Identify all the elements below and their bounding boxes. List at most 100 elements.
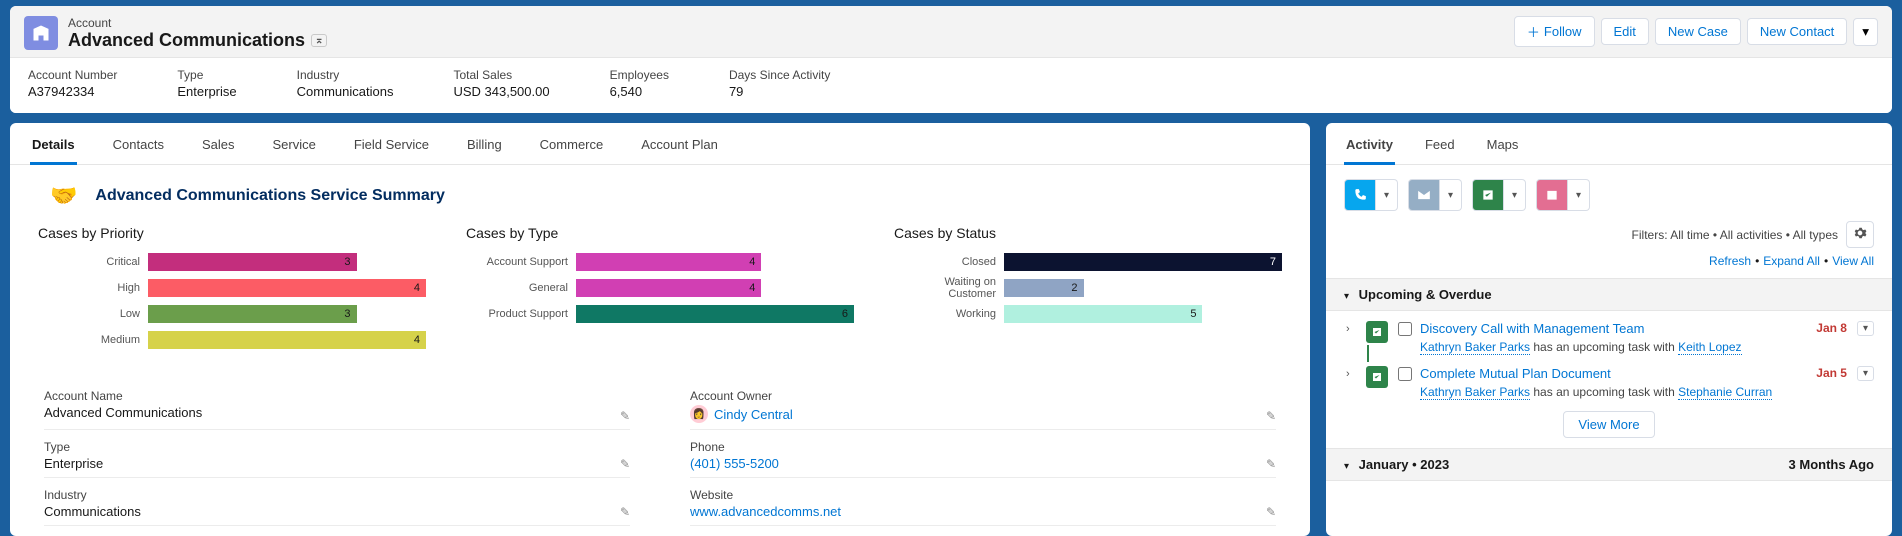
new-task-button[interactable]: [1472, 179, 1504, 211]
task-title-link[interactable]: Discovery Call with Management Team: [1420, 321, 1644, 336]
new-contact-button[interactable]: New Contact: [1747, 18, 1847, 45]
highlight-field: Days Since Activity79: [729, 68, 830, 99]
task-title-link[interactable]: Complete Mutual Plan Document: [1420, 366, 1611, 381]
field-label: Account Name: [44, 389, 630, 403]
field-value[interactable]: (401) 555-5200: [690, 456, 1276, 471]
field-value[interactable]: 👩Cindy Central: [690, 405, 1276, 423]
task-menu-button[interactable]: ▾: [1857, 321, 1874, 336]
record-tabs: Details Contacts Sales Service Field Service…: [10, 123, 1310, 165]
highlight-value: Communications: [297, 84, 394, 99]
chart-priority-title: Cases by Priority: [38, 225, 426, 241]
tab-account-plan[interactable]: Account Plan: [639, 123, 720, 164]
record-header-card: Account Advanced Communications ⌅ ＋ Foll…: [10, 6, 1892, 113]
bar-fill: 5: [1004, 305, 1202, 323]
bar-track: 5: [1004, 305, 1282, 323]
bar-category: Low: [38, 308, 148, 320]
edit-field-icon[interactable]: ✎: [1266, 457, 1276, 471]
new-case-button[interactable]: New Case: [1655, 18, 1741, 45]
bar-category: Account Support: [466, 256, 576, 268]
month-section-header[interactable]: ▾ January • 2023 3 Months Ago: [1326, 448, 1892, 481]
detail-field: IndustryCommunications✎: [44, 484, 630, 526]
task-owner-link[interactable]: Kathryn Baker Parks: [1420, 385, 1530, 400]
expand-task-icon[interactable]: ›: [1346, 366, 1356, 380]
tab-contacts[interactable]: Contacts: [111, 123, 166, 164]
bar-category: General: [466, 282, 576, 294]
tab-field-service[interactable]: Field Service: [352, 123, 431, 164]
bar-track: 4: [576, 279, 854, 297]
activity-tabs: Activity Feed Maps: [1326, 123, 1892, 165]
log-call-button[interactable]: [1344, 179, 1376, 211]
detail-field: Account Owner👩Cindy Central✎: [690, 385, 1276, 430]
new-event-button[interactable]: [1536, 179, 1568, 211]
chart-type: Cases by Type Account Support4General4Pr…: [466, 225, 854, 355]
edit-field-icon[interactable]: ✎: [1266, 409, 1276, 423]
bar-category: Working: [894, 308, 1004, 320]
task-checkbox[interactable]: [1398, 322, 1412, 336]
bar-category: Waiting on Customer: [894, 276, 1004, 300]
follow-button[interactable]: ＋ Follow: [1514, 16, 1595, 47]
chevron-down-icon: ▾: [1344, 461, 1349, 472]
email-caret[interactable]: ▾: [1440, 179, 1462, 211]
activity-tab-activity[interactable]: Activity: [1344, 123, 1395, 164]
bar-category: Medium: [38, 334, 148, 346]
header-actions: ＋ Follow Edit New Case New Contact ▾: [1514, 16, 1878, 47]
detail-field: TypeEnterprise✎: [44, 436, 630, 478]
email-button[interactable]: [1408, 179, 1440, 211]
detail-field: Websitewww.advancedcomms.net✎: [690, 484, 1276, 526]
bar-category: Product Support: [466, 308, 576, 320]
handshake-icon: 🤝: [50, 183, 77, 209]
record-header: Account Advanced Communications ⌅ ＋ Foll…: [10, 6, 1892, 58]
detail-field: Account NameAdvanced Communications✎: [44, 385, 630, 430]
more-actions-button[interactable]: ▾: [1853, 18, 1878, 46]
hierarchy-icon[interactable]: ⌅: [311, 34, 327, 47]
month-label: January • 2023: [1359, 457, 1450, 472]
task-menu-button[interactable]: ▾: [1857, 366, 1874, 381]
task-checkbox[interactable]: [1398, 367, 1412, 381]
refresh-link[interactable]: Refresh: [1709, 254, 1751, 268]
bar-category: High: [38, 282, 148, 294]
record-name-text: Advanced Communications: [68, 30, 305, 51]
task-owner-link[interactable]: Kathryn Baker Parks: [1420, 340, 1530, 355]
tab-details[interactable]: Details: [30, 123, 77, 164]
view-all-link[interactable]: View All: [1832, 254, 1874, 268]
body-split: Details Contacts Sales Service Field Service…: [10, 123, 1892, 536]
chart-bar-row: Medium4: [38, 329, 426, 351]
expand-all-link[interactable]: Expand All: [1763, 254, 1820, 268]
highlights-panel: Account NumberA37942334TypeEnterpriseInd…: [10, 58, 1892, 113]
task-with-link[interactable]: Keith Lopez: [1678, 340, 1741, 355]
tab-billing[interactable]: Billing: [465, 123, 504, 164]
log-call-caret[interactable]: ▾: [1376, 179, 1398, 211]
activity-tab-maps[interactable]: Maps: [1485, 123, 1521, 164]
highlight-label: Account Number: [28, 68, 117, 82]
filter-summary: Filters: All time • All activities • All…: [1632, 228, 1838, 242]
bar-fill: 3: [148, 253, 357, 271]
edit-field-icon[interactable]: ✎: [620, 457, 630, 471]
filter-settings-button[interactable]: [1846, 221, 1874, 248]
new-task-caret[interactable]: ▾: [1504, 179, 1526, 211]
expand-task-icon[interactable]: ›: [1346, 321, 1356, 335]
bar-fill: 2: [1004, 279, 1084, 297]
tab-sales[interactable]: Sales: [200, 123, 237, 164]
view-more-button[interactable]: View More: [1563, 411, 1654, 438]
upcoming-section-header[interactable]: ▾ Upcoming & Overdue: [1326, 278, 1892, 311]
chart-priority: Cases by Priority Critical3High4Low3Medi…: [38, 225, 426, 355]
record-name: Advanced Communications ⌅: [68, 30, 327, 51]
bar-fill: 6: [576, 305, 854, 323]
view-more-row: View More: [1326, 401, 1892, 448]
activity-tab-feed[interactable]: Feed: [1423, 123, 1457, 164]
plus-icon: ＋: [1527, 22, 1540, 41]
edit-field-icon[interactable]: ✎: [620, 409, 630, 423]
bar-fill: 4: [148, 331, 426, 349]
task-with-link[interactable]: Stephanie Curran: [1678, 385, 1772, 400]
tab-commerce[interactable]: Commerce: [538, 123, 606, 164]
chevron-down-icon: ▾: [1344, 291, 1349, 302]
details-panel: Details Contacts Sales Service Field Service…: [10, 123, 1310, 536]
highlight-label: Employees: [610, 68, 669, 82]
new-event-caret[interactable]: ▾: [1568, 179, 1590, 211]
tab-service[interactable]: Service: [270, 123, 317, 164]
edit-button[interactable]: Edit: [1601, 18, 1649, 45]
bar-track: 3: [148, 305, 426, 323]
field-label: Website: [690, 488, 1276, 502]
summary-header: 🤝 Advanced Communications Service Summar…: [10, 165, 1310, 215]
record-type: Account: [68, 16, 327, 30]
